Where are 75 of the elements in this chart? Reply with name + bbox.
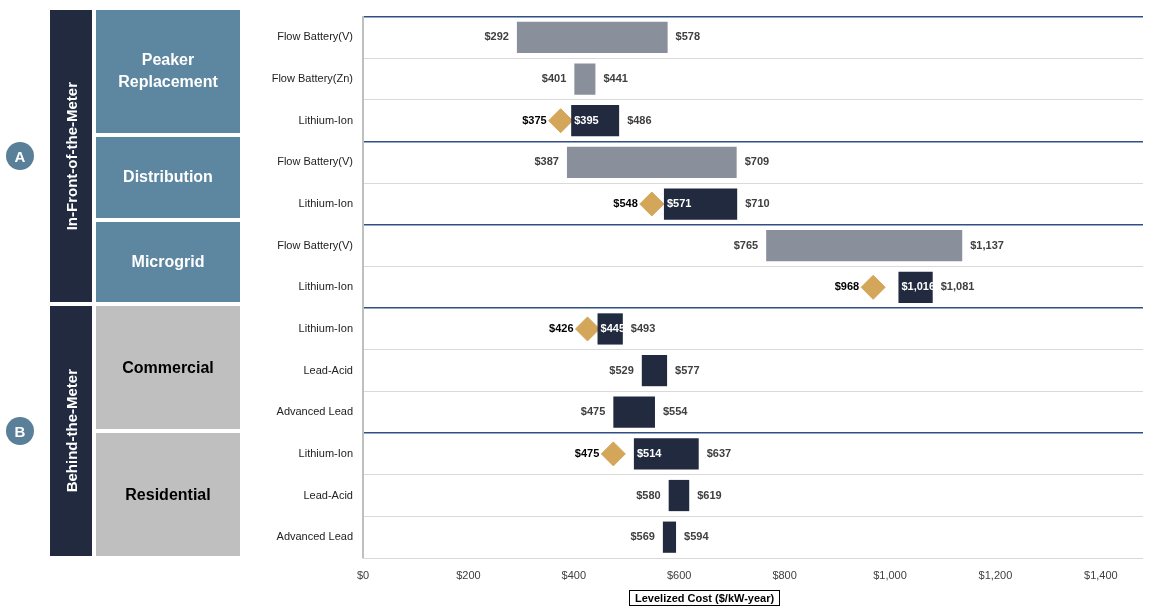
point xyxy=(548,108,574,134)
y-tick-label: Advanced Lead xyxy=(276,530,353,543)
text: $578 xyxy=(675,30,701,43)
text: $569 xyxy=(630,530,655,543)
x-axis-title: Levelized Cost ($/kW-year) xyxy=(629,590,781,606)
y-tick-label: Flow Battery(V) xyxy=(277,30,353,43)
bar xyxy=(663,188,738,220)
y-tick-label: Flow Battery(Zn) xyxy=(271,72,353,85)
y-tick-label: Lead-Acid xyxy=(303,488,353,501)
text: $475 xyxy=(580,405,606,418)
bar xyxy=(566,146,737,178)
x-tick-label: $1,200 xyxy=(978,568,1013,581)
bar xyxy=(641,354,668,387)
x-tick-label: $0 xyxy=(356,568,370,581)
bar xyxy=(668,479,690,512)
text: $493 xyxy=(630,321,656,334)
text: $619 xyxy=(697,488,722,501)
point xyxy=(639,191,665,217)
x-tick-label: $800 xyxy=(772,568,797,581)
data-label: $375 xyxy=(522,113,547,126)
text: $387 xyxy=(534,155,559,168)
text: $637 xyxy=(706,446,732,459)
text: $441 xyxy=(603,72,628,85)
x-tick-label: $600 xyxy=(666,568,692,581)
text: $765 xyxy=(733,238,759,251)
y-tick-label: Lithium-Ion xyxy=(298,280,353,293)
data-label: $968 xyxy=(834,280,860,293)
x-tick-label: $400 xyxy=(561,568,587,581)
bar xyxy=(516,21,668,54)
text: In-Front-of-the-Meter xyxy=(62,81,80,231)
point xyxy=(575,316,601,342)
text: B xyxy=(14,422,26,440)
text: $395 xyxy=(574,113,599,126)
text: Distribution xyxy=(123,167,213,188)
text: A xyxy=(14,147,26,165)
y-tick-label: Flow Battery(V) xyxy=(277,238,353,251)
x-tick-label: $200 xyxy=(456,568,481,581)
x-tick-label: $1,000 xyxy=(873,568,907,581)
bar xyxy=(633,438,699,470)
text: $577 xyxy=(675,363,700,376)
text: $529 xyxy=(609,363,634,376)
text: $571 xyxy=(666,197,692,210)
text: $514 xyxy=(636,446,662,459)
bar xyxy=(766,230,963,262)
point xyxy=(860,274,886,300)
y-tick-label: Lithium-Ion xyxy=(298,321,353,334)
text: $580 xyxy=(636,488,661,501)
text: Peaker Replacement xyxy=(117,50,219,93)
y-tick-label: Advanced Lead xyxy=(276,405,353,418)
text: $401 xyxy=(541,72,567,85)
text: $1,081 xyxy=(940,280,975,293)
x-tick-label: $1,400 xyxy=(1084,568,1118,581)
y-tick-label: Flow Battery(V) xyxy=(277,155,353,168)
text: Behind-the-Meter xyxy=(62,369,80,493)
text: Microgrid xyxy=(131,251,205,272)
text: Residential xyxy=(125,484,211,505)
data-label: $475 xyxy=(574,446,600,459)
bar xyxy=(574,63,596,95)
text: $709 xyxy=(744,155,770,168)
text: $594 xyxy=(684,530,709,543)
text: Commercial xyxy=(122,357,214,378)
text: $710 xyxy=(745,197,770,210)
y-tick-label: Lead-Acid xyxy=(303,363,353,376)
text: $1,137 xyxy=(970,238,1004,251)
text: $486 xyxy=(627,113,652,126)
data-label: $426 xyxy=(549,321,574,334)
y-tick-label: Lithium-Ion xyxy=(298,197,353,210)
y-tick-label: Lithium-Ion xyxy=(298,446,353,459)
bar xyxy=(662,521,677,553)
point xyxy=(600,441,626,467)
y-tick-label: Lithium-Ion xyxy=(298,113,353,126)
data-label: $548 xyxy=(613,197,638,210)
bar xyxy=(613,396,655,428)
text: $554 xyxy=(662,405,688,418)
text: $292 xyxy=(484,30,509,43)
